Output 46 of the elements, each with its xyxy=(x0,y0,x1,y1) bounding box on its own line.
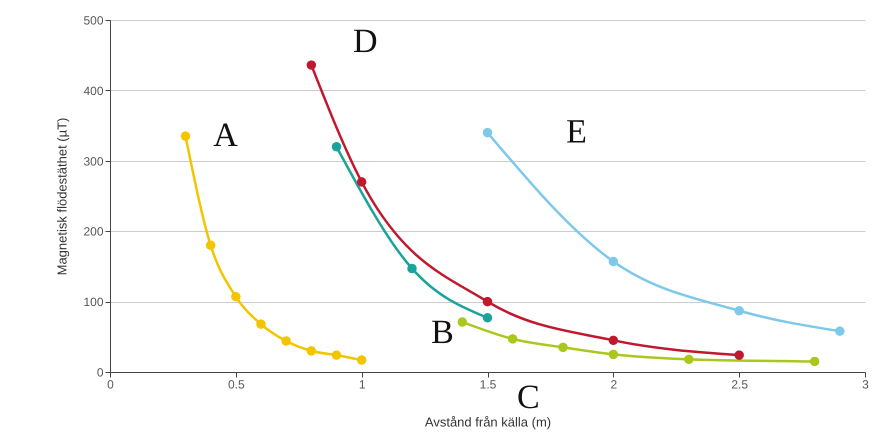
x-tick-label: 2.5 xyxy=(731,378,748,392)
series-label: E xyxy=(566,114,587,151)
point xyxy=(608,350,618,360)
y-tick-label: 0 xyxy=(96,366,104,380)
point xyxy=(608,256,618,266)
x-tick-label: 0.5 xyxy=(228,378,245,392)
point xyxy=(835,326,845,336)
series-label: B xyxy=(431,314,454,351)
y-tick-label: 100 xyxy=(83,295,104,310)
point xyxy=(482,313,492,323)
point xyxy=(558,342,568,352)
series-label: C xyxy=(516,379,540,416)
point xyxy=(810,356,820,366)
point xyxy=(734,306,744,316)
x-tick-label: 2 xyxy=(610,378,618,392)
point xyxy=(332,142,342,152)
point xyxy=(332,350,342,360)
x-axis-title: Avstånd från källa (m) xyxy=(424,414,552,430)
y-tick-label: 300 xyxy=(83,154,104,168)
point xyxy=(684,354,694,364)
point xyxy=(407,264,417,274)
y-axis-title: Magnetisk flödestäthet (µT) xyxy=(54,118,70,276)
series-label: D xyxy=(353,23,378,60)
point xyxy=(482,128,492,138)
x-tick-label: 1.5 xyxy=(480,378,497,392)
point xyxy=(256,319,266,329)
point xyxy=(306,60,316,70)
point xyxy=(356,355,366,365)
y-tick-label: 500 xyxy=(83,14,104,28)
point xyxy=(458,317,468,327)
point xyxy=(180,131,190,141)
x-tick-label: 1 xyxy=(358,378,366,392)
y-tick-label: 200 xyxy=(83,224,104,239)
x-tick-label: 3 xyxy=(862,378,870,392)
series-label: A xyxy=(213,117,238,154)
y-tick-label: 400 xyxy=(83,84,104,98)
x-tick-label: 0 xyxy=(107,378,114,392)
point xyxy=(281,336,291,346)
point xyxy=(231,292,241,302)
point xyxy=(508,334,518,344)
point xyxy=(734,350,744,360)
point xyxy=(306,346,316,356)
point xyxy=(608,336,618,346)
point xyxy=(482,296,492,306)
point xyxy=(356,177,366,187)
point xyxy=(206,240,216,250)
